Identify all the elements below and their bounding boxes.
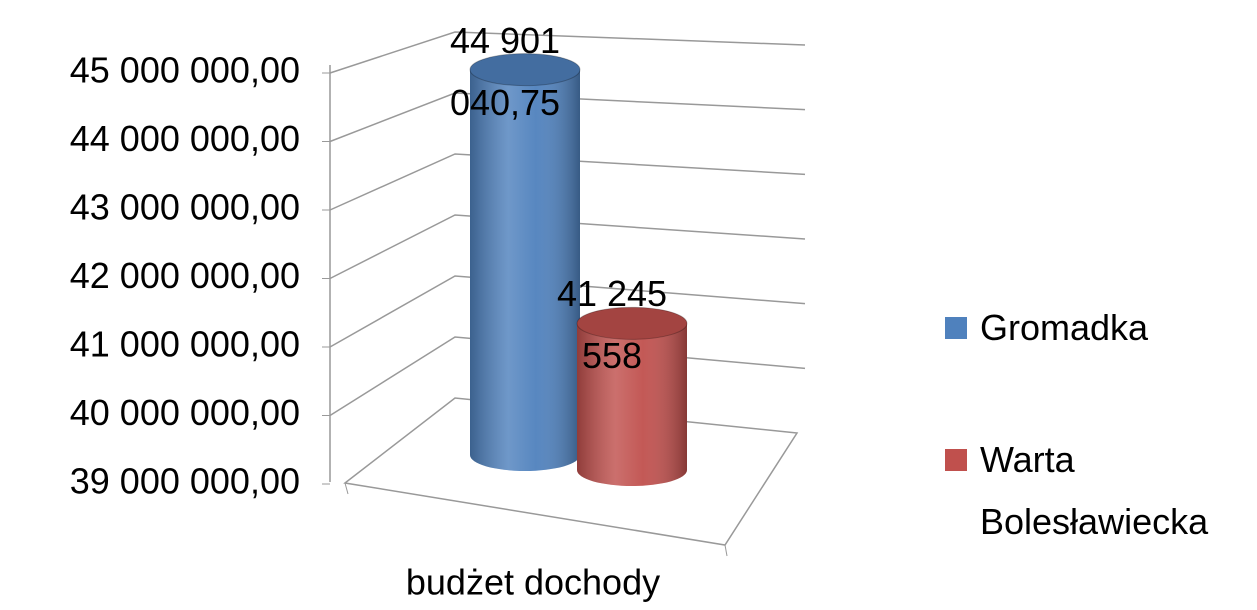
bar-shade: [577, 323, 687, 486]
legend-label: Gromadka: [980, 307, 1149, 348]
y-tick-label: 45 000 000,00: [70, 50, 300, 91]
grid-line: [329, 214, 806, 280]
floor: [343, 397, 799, 546]
y-tick-label: 42 000 000,00: [70, 255, 300, 296]
data-label: 41 245 558: [556, 273, 668, 377]
grid-line: [329, 275, 806, 348]
bar-shade: [470, 69, 580, 471]
y-tick-label: 43 000 000,00: [70, 187, 300, 228]
bar-top: [576, 306, 688, 340]
floor-tick: [724, 544, 728, 557]
grid-line: [329, 153, 806, 211]
legend-swatch: [945, 449, 967, 471]
y-tick-label: 41 000 000,00: [70, 324, 300, 365]
y-tick-label: 44 000 000,00: [70, 118, 300, 159]
grid-line: [329, 92, 806, 143]
legend-swatch: [945, 317, 967, 339]
y-tick-label: 40 000 000,00: [70, 392, 300, 433]
grid-line: [329, 31, 806, 74]
data-label: 44 901 040,75: [449, 19, 561, 123]
grid-line: [329, 336, 806, 417]
y-tick-label: 39 000 000,00: [70, 461, 300, 502]
bar-top-shade: [577, 307, 687, 340]
x-tick-label: budżet dochody: [406, 562, 660, 603]
bar-top-shade: [470, 53, 580, 86]
legend-label: Warta Bolesławiecka: [980, 439, 1209, 542]
floor-tick: [344, 482, 349, 495]
bar-top: [469, 53, 581, 87]
